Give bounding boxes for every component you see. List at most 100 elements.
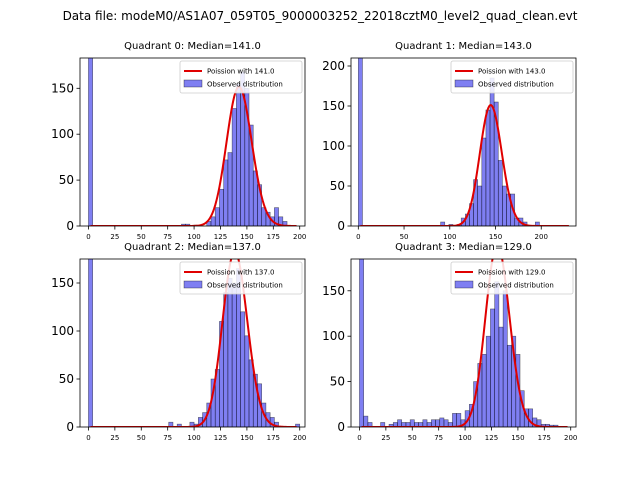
y-tick-label: 150 [51, 81, 74, 95]
x-tick-label: 0 [357, 434, 361, 442]
histogram-bar [443, 419, 449, 427]
quadrant-3-plot: 0 25 50 75 100 125 150 175 200 0 50 100 150 Quadrant … [322, 242, 577, 442]
histogram-bar [248, 359, 254, 427]
x-tick-label: 50 [400, 233, 409, 241]
x-tick-label: 75 [163, 233, 172, 241]
legend-bar-swatch [454, 280, 474, 289]
histogram-bar [227, 277, 233, 427]
legend-box [450, 261, 574, 295]
x-tick-label: 200 [293, 434, 306, 442]
x-tick-label: 50 [137, 434, 146, 442]
x-tick-label: 0 [86, 233, 90, 241]
histogram-bar [231, 108, 237, 226]
histogram-bar [435, 419, 441, 427]
histogram-bar [422, 419, 428, 427]
x-tick-label: 150 [240, 434, 253, 442]
histogram-bar [236, 83, 241, 226]
x-tick-label: 150 [240, 233, 253, 241]
x-tick-label: 25 [110, 434, 119, 442]
histogram-bar [440, 221, 446, 226]
histogram-bar [397, 419, 403, 427]
histogram-bar [252, 170, 258, 226]
histogram-bar [409, 419, 415, 427]
axes-frame [350, 57, 577, 227]
quadrant-2-plot: 0 25 50 75 100 125 150 175 200 0 50 100 150 Quadrant … [51, 242, 306, 442]
histogram-bar [210, 216, 216, 226]
x-tick-label: 100 [187, 434, 200, 442]
x-tick-label: 175 [267, 434, 280, 442]
x-tick-label: 125 [214, 434, 227, 442]
legend-bar-swatch [454, 79, 474, 88]
legend-bar-label: Observed distribution [478, 81, 554, 89]
x-tick-label: 175 [267, 233, 280, 241]
histogram-bar [430, 419, 436, 427]
x-tick-label: 125 [485, 434, 498, 442]
legend-box [450, 60, 574, 94]
x-tick-label: 25 [110, 233, 119, 241]
x-tick-label: 0 [86, 434, 90, 442]
histogram-bar [244, 335, 250, 427]
x-tick-label: 0 [356, 233, 360, 241]
y-tick-label: 100 [51, 127, 74, 141]
x-tick-label: 150 [489, 233, 502, 241]
histogram-bar [227, 152, 233, 226]
histogram-bar [456, 413, 462, 427]
quadrant-1-plot: 0 50 100 150 200 0 50 100 150 200 Quadrant 1: Medi… [322, 41, 577, 241]
y-tick-label: 50 [330, 179, 345, 193]
histogram-bar [358, 58, 363, 226]
histogram-bar [363, 415, 369, 427]
y-tick-label: 150 [322, 284, 345, 298]
x-tick-label: 50 [408, 434, 417, 442]
y-tick-label: 0 [66, 420, 74, 434]
x-tick-label: 100 [187, 233, 200, 241]
histogram-bar [485, 109, 491, 226]
x-tick-label: 50 [137, 233, 146, 241]
axes-frame [79, 258, 306, 428]
y-tick-label: 200 [322, 59, 345, 73]
legend-line-label: Poission with 129.0 [478, 269, 546, 277]
subplot-title: Quadrant 3: Median=129.0 [395, 242, 532, 253]
histogram-bar [481, 137, 487, 226]
x-tick-label: 125 [214, 233, 227, 241]
histogram-bar [477, 185, 483, 226]
histogram-bar [231, 282, 237, 427]
legend: Poission with 143.0 Observed distribution [450, 60, 574, 94]
x-tick-label: 200 [564, 434, 577, 442]
legend-box [179, 60, 303, 94]
histogram-bar [502, 290, 508, 427]
histogram-bar [497, 160, 503, 226]
subplot-title: Quadrant 1: Median=143.0 [395, 41, 532, 52]
x-tick-label: 200 [535, 233, 548, 241]
legend-bar-swatch [183, 280, 203, 289]
figure-title: Data file: modeM0/AS1A07_059T05_90000032… [63, 9, 578, 23]
histogram-bar [490, 308, 495, 427]
y-tick-label: 50 [59, 173, 74, 187]
y-tick-label: 100 [322, 139, 345, 153]
quadrant-0-plot: 0 25 50 75 100 125 150 175 200 0 50 100 150 Quadrant … [51, 41, 306, 241]
x-tick-label: 150 [511, 434, 524, 442]
y-tick-label: 100 [51, 324, 74, 338]
histogram-bar [223, 159, 229, 226]
y-tick-label: 50 [330, 375, 345, 389]
legend-bar-swatch [183, 79, 203, 88]
histogram-bar [481, 354, 487, 427]
histogram-bar [240, 311, 246, 427]
legend-bar-label: Observed distribution [207, 81, 283, 89]
y-tick-label: 50 [59, 372, 74, 386]
histogram-bar [282, 221, 288, 226]
legend-line-label: Poission with 137.0 [207, 269, 275, 277]
axes-frame [350, 258, 577, 428]
legend-box [179, 261, 303, 295]
histogram-bar [498, 326, 504, 427]
legend-line-label: Poission with 141.0 [207, 68, 275, 76]
histogram-bar [489, 77, 495, 226]
quadrant-0-plot-area [88, 58, 297, 226]
x-tick-label: 200 [293, 233, 306, 241]
x-tick-label: 100 [458, 434, 471, 442]
histogram-bar [88, 58, 93, 226]
histogram-bar [214, 207, 220, 226]
y-tick-label: 150 [51, 276, 74, 290]
legend: Poission with 129.0 Observed distribution [450, 261, 574, 295]
axes-frame [79, 57, 306, 227]
